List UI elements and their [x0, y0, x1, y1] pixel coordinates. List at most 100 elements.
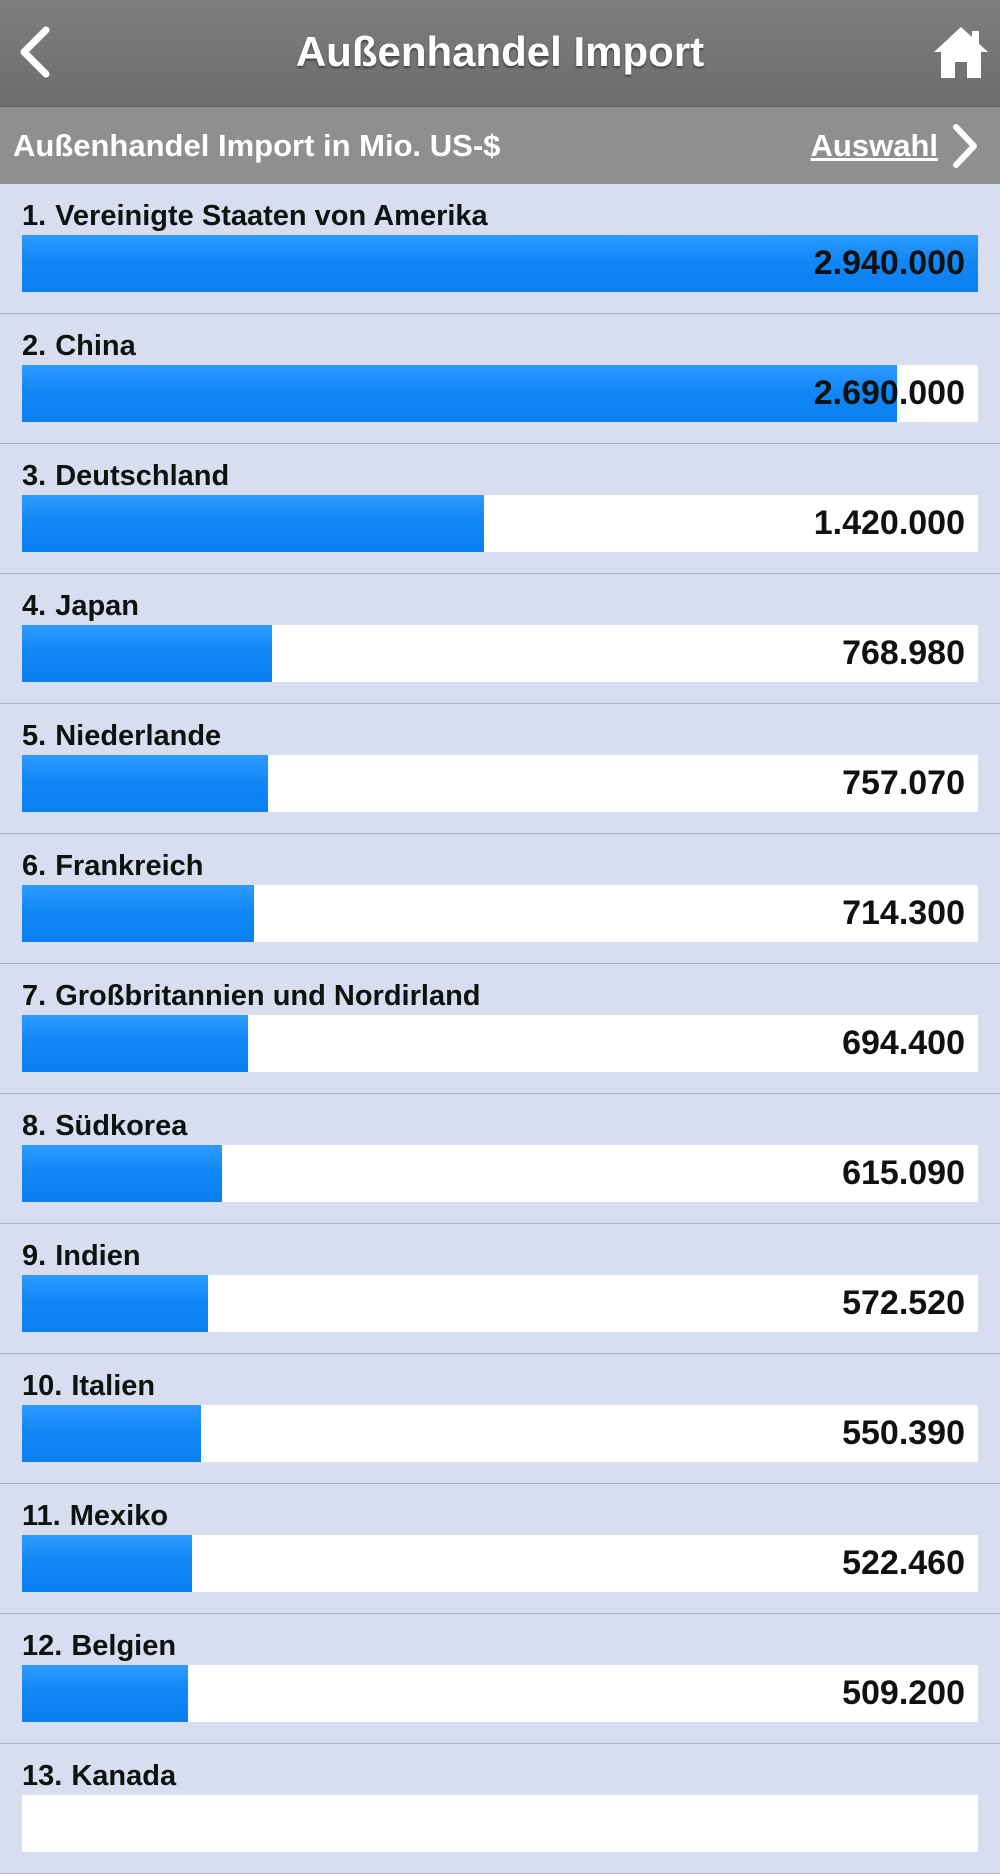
rank-number: 5. — [22, 720, 47, 752]
bar-value-label: 2.940.000 — [813, 244, 965, 282]
bar-fill — [22, 1405, 201, 1462]
country-name: Kanada — [71, 1760, 177, 1792]
list-item[interactable]: 10. Italien 550.390 — [0, 1354, 1000, 1484]
country-label: 7. Großbritannien und Nordirland — [22, 976, 481, 1016]
country-name: China — [55, 330, 136, 362]
bar-value-label: 509.200 — [842, 1674, 965, 1712]
list-subtitle: Außenhandel Import in Mio. US-$ — [13, 128, 501, 163]
country-label: 3. Deutschland — [22, 456, 229, 496]
list-item[interactable]: 3. Deutschland 1.420.000 — [0, 444, 1000, 574]
list-item[interactable]: 5. Niederlande 757.070 — [0, 704, 1000, 834]
page-title: Außenhandel Import — [295, 28, 705, 75]
bar-track: 2.690.000 — [22, 365, 978, 422]
list-item[interactable]: 12. Belgien 509.200 — [0, 1614, 1000, 1744]
rank-number: 12. — [22, 1630, 63, 1662]
home-button[interactable] — [930, 22, 992, 82]
bar-fill — [22, 235, 978, 292]
list-item[interactable]: 11. Mexiko 522.460 — [0, 1484, 1000, 1614]
bar-value-label: 2.690.000 — [813, 374, 965, 412]
rank-number: 7. — [22, 980, 47, 1012]
bar-track: 522.460 — [22, 1535, 978, 1592]
list-item[interactable]: 1. Vereinigte Staaten von Amerika 2.940.00… — [0, 184, 1000, 314]
bar-track — [22, 1795, 978, 1852]
country-label: 4. Japan — [22, 586, 139, 626]
bar-fill — [22, 1665, 188, 1722]
country-name: Niederlande — [55, 720, 222, 752]
home-icon — [934, 27, 988, 78]
country-name: Italien — [71, 1370, 156, 1402]
bar-track: 615.090 — [22, 1145, 978, 1202]
ranking-list: 1. Vereinigte Staaten von Amerika 2.940.00… — [0, 184, 1000, 1874]
bar-value-label: 572.520 — [842, 1284, 965, 1322]
country-label: 11. Mexiko — [22, 1496, 168, 1536]
list-item[interactable]: 7. Großbritannien und Nordirland 694.400 — [0, 964, 1000, 1094]
bar-value-label: 768.980 — [842, 634, 965, 672]
top-navigation-bar: Außenhandel Import — [0, 0, 1000, 107]
bar-fill — [22, 1275, 209, 1332]
back-button[interactable] — [8, 22, 68, 82]
list-item[interactable]: 4. Japan 768.980 — [0, 574, 1000, 704]
country-name: Frankreich — [55, 850, 204, 882]
sub-header-bar: Außenhandel Import in Mio. US-$ Auswahl — [0, 107, 1000, 184]
country-name: Südkorea — [55, 1110, 188, 1142]
bar-value-label: 550.390 — [842, 1414, 965, 1452]
country-name: Indien — [55, 1240, 141, 1272]
bar-fill — [22, 1015, 248, 1072]
country-label: 9. Indien — [22, 1236, 141, 1276]
list-item[interactable]: 9. Indien 572.520 — [0, 1224, 1000, 1354]
bar-track: 714.300 — [22, 885, 978, 942]
bar-value-label: 522.460 — [842, 1544, 965, 1582]
bar-track: 2.940.000 — [22, 235, 978, 292]
selection-label: Auswahl — [810, 127, 938, 163]
rank-number: 6. — [22, 850, 47, 882]
selection-link[interactable]: Auswahl — [811, 107, 980, 184]
country-label: 2. China — [22, 326, 136, 366]
list-item[interactable]: 6. Frankreich 714.300 — [0, 834, 1000, 964]
bar-track: 694.400 — [22, 1015, 978, 1072]
country-label: 13. Kanada — [22, 1756, 176, 1796]
country-label: 1. Vereinigte Staaten von Amerika — [22, 196, 488, 236]
rank-number: 2. — [22, 330, 47, 362]
bar-fill — [22, 365, 897, 422]
rank-number: 3. — [22, 460, 47, 492]
rank-number: 9. — [22, 1240, 47, 1272]
bar-value-label: 694.400 — [842, 1024, 965, 1062]
bar-fill — [22, 625, 273, 682]
bar-track: 1.420.000 — [22, 495, 978, 552]
country-name: Deutschland — [55, 460, 230, 492]
bar-track: 572.520 — [22, 1275, 978, 1332]
rank-number: 10. — [22, 1370, 63, 1402]
country-name: Belgien — [71, 1630, 177, 1662]
country-label: 12. Belgien — [22, 1626, 176, 1666]
rank-number: 8. — [22, 1110, 47, 1142]
bar-track: 550.390 — [22, 1405, 978, 1462]
chevron-left-icon — [20, 26, 50, 78]
bar-value-label: 757.070 — [842, 764, 965, 802]
country-label: 10. Italien — [22, 1366, 155, 1406]
bar-value-label: 1.420.000 — [813, 504, 965, 542]
rank-number: 1. — [22, 200, 47, 232]
bar-fill — [22, 495, 484, 552]
country-name: Mexiko — [69, 1500, 169, 1532]
country-label: 8. Südkorea — [22, 1106, 187, 1146]
bar-track: 768.980 — [22, 625, 978, 682]
country-label: 6. Frankreich — [22, 846, 203, 886]
country-label: 5. Niederlande — [22, 716, 221, 756]
country-name: Vereinigte Staaten von Amerika — [55, 200, 488, 232]
bar-track: 757.070 — [22, 755, 978, 812]
bar-fill — [22, 1145, 222, 1202]
bar-fill — [22, 885, 255, 942]
list-item[interactable]: 8. Südkorea 615.090 — [0, 1094, 1000, 1224]
country-name: Großbritannien und Nordirland — [55, 980, 481, 1012]
rank-number: 13. — [22, 1760, 63, 1792]
chevron-right-icon — [953, 123, 977, 168]
bar-value-label: 615.090 — [842, 1154, 965, 1192]
list-item[interactable]: 13. Kanada — [0, 1744, 1000, 1874]
rank-number: 11. — [22, 1500, 61, 1532]
list-item[interactable]: 2. China 2.690.000 — [0, 314, 1000, 444]
bar-fill — [22, 1535, 192, 1592]
bar-value-label: 714.300 — [842, 894, 965, 932]
bar-fill — [22, 755, 269, 812]
bar-track: 509.200 — [22, 1665, 978, 1722]
rank-number: 4. — [22, 590, 47, 622]
